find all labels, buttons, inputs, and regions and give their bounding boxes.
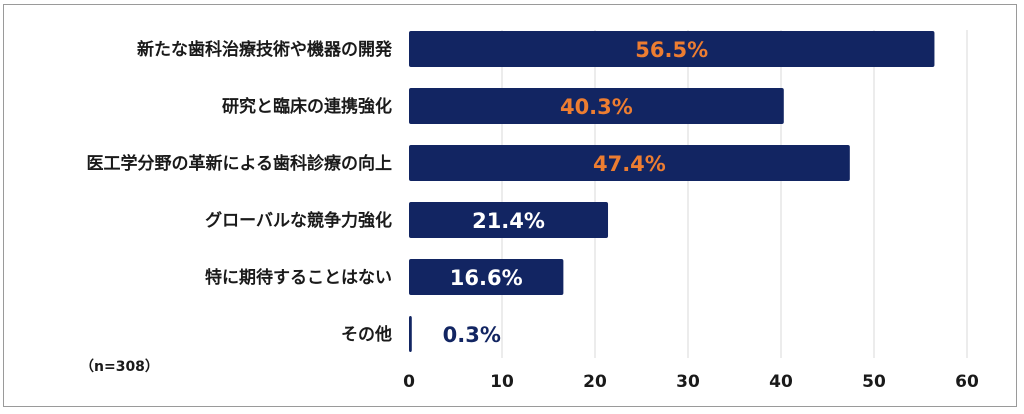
bar xyxy=(409,145,850,181)
x-tick-label: 20 xyxy=(583,372,607,392)
category-label: その他 xyxy=(341,324,392,345)
x-tick-label: 0 xyxy=(403,372,415,392)
sample-size-note: （n=308） xyxy=(80,359,159,375)
bar xyxy=(409,88,784,124)
value-labels: 56.5% 40.3% 47.4% 21.4% 16.6% 0.3% xyxy=(443,38,708,347)
value-label: 40.3% xyxy=(560,95,633,119)
bar xyxy=(409,31,935,67)
x-tick-label: 40 xyxy=(769,372,793,392)
x-tick-label: 60 xyxy=(955,372,979,392)
gridlines xyxy=(501,30,968,358)
category-label: グローバルな競争力強化 xyxy=(205,210,392,231)
value-label: 16.6% xyxy=(450,266,523,290)
category-label: 特に期待することはない xyxy=(205,267,392,288)
bar xyxy=(409,316,412,352)
bar xyxy=(409,202,609,238)
category-labels: 新たな歯科治療技術や機器の開発研究と臨床の連携強化医工学分野の革新による歯科診療… xyxy=(87,39,393,345)
x-tick-label: 50 xyxy=(862,372,886,392)
value-label: 47.4% xyxy=(593,152,666,176)
category-label: 新たな歯科治療技術や機器の開発 xyxy=(137,39,393,60)
category-label: 医工学分野の革新による歯科診療の向上 xyxy=(87,153,393,174)
value-label: 21.4% xyxy=(472,209,545,233)
x-tick-label: 10 xyxy=(490,372,514,392)
value-label: 0.3% xyxy=(443,323,501,347)
x-tick-label: 30 xyxy=(676,372,700,392)
value-label: 56.5% xyxy=(635,38,708,62)
bars xyxy=(409,31,935,352)
category-label: 研究と臨床の連携強化 xyxy=(222,96,392,117)
bar xyxy=(409,259,564,295)
x-axis-ticks: 0 10 20 30 40 50 60 xyxy=(403,372,979,392)
